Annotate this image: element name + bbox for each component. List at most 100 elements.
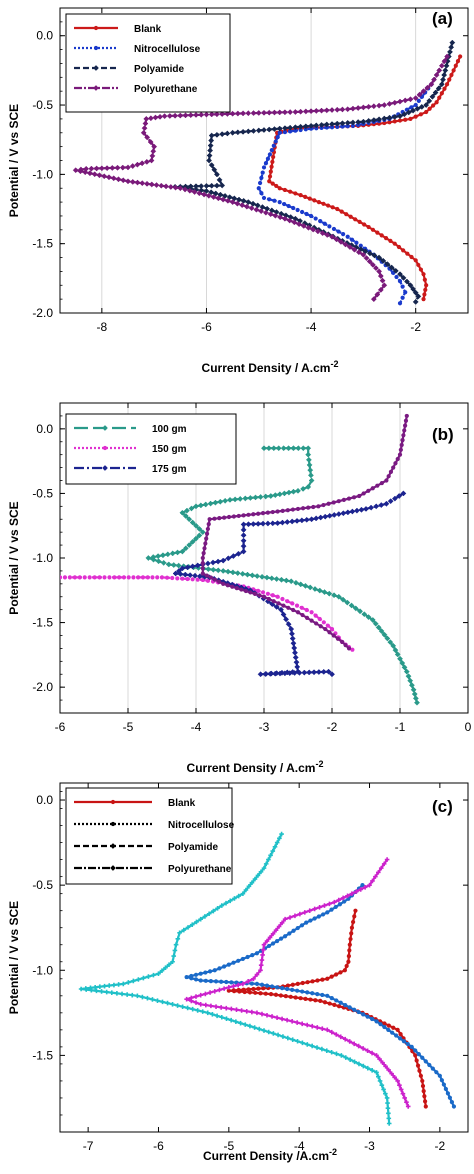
data-point — [293, 995, 298, 1000]
data-point — [281, 215, 288, 222]
data-point — [239, 587, 244, 592]
data-point — [322, 513, 329, 520]
data-point — [267, 197, 272, 202]
data-point — [158, 182, 165, 189]
data-point — [234, 1007, 239, 1013]
data-point — [366, 488, 371, 493]
data-point — [321, 201, 326, 206]
data-point — [276, 125, 283, 132]
data-point — [282, 187, 288, 193]
data-point — [386, 1067, 391, 1073]
data-point — [361, 1012, 366, 1017]
data-point — [434, 1070, 439, 1075]
data-point — [358, 887, 364, 892]
data-point — [288, 578, 295, 585]
data-point — [256, 186, 261, 191]
y-tick-label: -1.5 — [32, 1048, 53, 1062]
data-point — [323, 121, 330, 128]
data-point — [257, 1026, 262, 1032]
data-point — [339, 1053, 344, 1058]
data-point — [370, 227, 376, 232]
data-point — [391, 465, 396, 470]
data-point — [260, 952, 265, 958]
data-point — [164, 551, 171, 558]
data-point — [272, 844, 278, 850]
data-point — [96, 172, 103, 179]
data-point — [347, 1057, 353, 1062]
data-point — [267, 935, 273, 940]
data-point — [293, 579, 299, 586]
data-point — [225, 583, 230, 588]
data-point — [423, 1104, 428, 1109]
data-point — [265, 591, 270, 596]
data-point — [357, 608, 364, 615]
data-point — [312, 916, 317, 921]
x-tick-label: -4 — [294, 1139, 305, 1153]
data-point — [289, 630, 295, 637]
data-point — [414, 1058, 419, 1063]
data-point — [363, 255, 370, 262]
data-point — [332, 899, 337, 905]
data-point — [179, 548, 186, 555]
data-point — [319, 1026, 325, 1031]
data-point — [420, 1078, 425, 1084]
data-point — [310, 226, 317, 233]
x-tick-label: -3 — [259, 720, 270, 734]
data-point — [160, 559, 167, 566]
data-point — [329, 996, 334, 1001]
data-point — [210, 559, 216, 566]
data-point — [175, 1003, 180, 1008]
data-point — [390, 1030, 395, 1035]
data-point — [313, 122, 320, 129]
data-point — [399, 660, 406, 667]
data-point — [139, 160, 146, 167]
data-point — [261, 445, 267, 452]
data-point — [97, 575, 102, 580]
data-point — [313, 216, 318, 221]
legend-entry: 175 gm — [74, 464, 187, 475]
data-point — [315, 669, 322, 675]
data-point — [304, 1022, 310, 1028]
data-point — [215, 195, 222, 202]
data-point — [275, 594, 280, 599]
data-point — [300, 980, 305, 986]
data-point — [219, 903, 225, 908]
data-point — [343, 1055, 349, 1060]
data-point — [270, 593, 275, 598]
data-point — [240, 981, 246, 987]
data-point — [243, 203, 250, 210]
data-point — [126, 980, 131, 985]
data-point — [290, 640, 297, 647]
data-point — [189, 563, 196, 570]
data-point — [410, 286, 417, 292]
data-point — [268, 992, 274, 997]
data-point — [340, 895, 346, 901]
data-point — [393, 1033, 399, 1038]
data-point — [276, 109, 283, 116]
data-point — [302, 910, 308, 915]
data-point — [172, 948, 178, 953]
data-point — [316, 587, 323, 594]
data-point — [402, 428, 407, 433]
data-point — [188, 505, 195, 512]
data-point — [308, 213, 314, 219]
data-point — [384, 857, 390, 862]
data-point — [422, 277, 427, 282]
data-point — [170, 1002, 175, 1007]
data-point — [259, 573, 266, 580]
data-point — [303, 996, 308, 1001]
data-point — [310, 979, 315, 984]
data-point — [180, 576, 185, 581]
data-point — [413, 258, 418, 263]
data-point — [229, 980, 234, 985]
data-point — [379, 233, 384, 238]
data-point — [325, 910, 330, 915]
data-point — [245, 199, 252, 206]
data-point — [121, 575, 127, 580]
series-polyamide — [172, 39, 456, 305]
data-point — [432, 89, 439, 96]
data-point — [294, 603, 300, 608]
data-point — [284, 1017, 290, 1023]
data-point — [213, 111, 220, 118]
data-point — [220, 567, 227, 574]
